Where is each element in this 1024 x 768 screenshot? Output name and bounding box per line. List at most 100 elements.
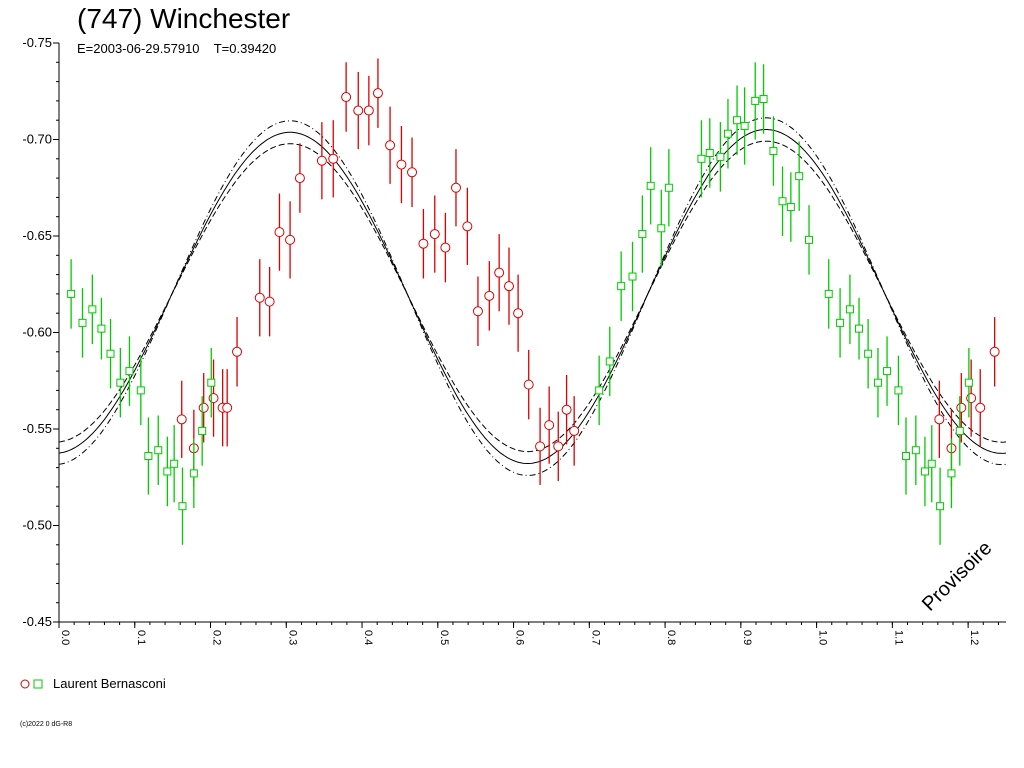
data-point bbox=[911, 446, 920, 455]
data-point bbox=[207, 378, 216, 387]
data-point bbox=[78, 318, 87, 327]
lower-envelope-curve bbox=[58, 140, 1007, 453]
x-tick-label: 0.9 bbox=[741, 630, 753, 645]
data-point bbox=[316, 155, 327, 166]
data-point bbox=[535, 441, 546, 452]
data-point bbox=[450, 182, 461, 193]
data-point bbox=[472, 306, 483, 317]
data-point bbox=[873, 378, 882, 387]
data-point bbox=[116, 378, 125, 387]
data-point bbox=[716, 152, 725, 161]
data-point bbox=[824, 289, 833, 298]
data-point bbox=[605, 357, 614, 366]
data-point bbox=[786, 203, 795, 212]
data-point bbox=[956, 402, 967, 413]
data-point bbox=[232, 346, 243, 357]
data-point bbox=[778, 197, 787, 206]
data-point bbox=[561, 404, 572, 415]
x-tick-label: 0.8 bbox=[665, 630, 677, 645]
data-point bbox=[553, 441, 564, 452]
data-point bbox=[664, 183, 673, 192]
data-point bbox=[934, 414, 945, 425]
legend-markers-icon bbox=[20, 679, 43, 688]
x-tick-label: 1.2 bbox=[968, 630, 980, 645]
legend-label: Laurent Bernasconi bbox=[53, 676, 166, 691]
data-point bbox=[440, 242, 451, 253]
data-point bbox=[144, 452, 153, 461]
data-point bbox=[638, 230, 647, 239]
data-point bbox=[569, 425, 580, 436]
data-point bbox=[936, 502, 945, 511]
x-tick-label: 0.4 bbox=[362, 630, 374, 645]
data-point bbox=[989, 346, 1000, 357]
chart-title: (747) Winchester bbox=[77, 3, 291, 34]
data-point bbox=[595, 386, 604, 395]
data-point bbox=[353, 105, 364, 116]
data-point bbox=[385, 140, 396, 151]
data-point bbox=[170, 459, 179, 468]
fit-curve bbox=[58, 129, 1007, 464]
y-tick-label: -0.45 bbox=[22, 614, 52, 629]
x-tick-label: 0.6 bbox=[514, 630, 526, 645]
data-point bbox=[274, 227, 285, 238]
upper-envelope-curve bbox=[58, 117, 1007, 476]
data-point bbox=[523, 379, 534, 390]
data-point bbox=[429, 229, 440, 240]
data-points bbox=[67, 58, 1000, 545]
data-point bbox=[294, 173, 305, 184]
data-point bbox=[845, 305, 854, 314]
data-point bbox=[163, 467, 172, 476]
y-tick-label: -0.65 bbox=[22, 228, 52, 243]
watermark-text: Provisoire bbox=[918, 537, 996, 615]
data-point bbox=[733, 116, 742, 125]
x-tick-label: 0.7 bbox=[589, 630, 601, 645]
data-point bbox=[97, 324, 106, 333]
data-point bbox=[864, 349, 873, 358]
data-point bbox=[363, 105, 374, 116]
x-tick-label: 0.1 bbox=[135, 630, 147, 645]
y-tick-label: -0.50 bbox=[22, 518, 52, 533]
legend: Laurent Bernasconi bbox=[20, 676, 166, 691]
data-point bbox=[136, 386, 145, 395]
data-point bbox=[769, 147, 778, 156]
x-tick-label: 1.1 bbox=[892, 630, 904, 645]
x-tick-label: 0.5 bbox=[438, 630, 450, 645]
data-point bbox=[617, 282, 626, 291]
data-point bbox=[646, 181, 655, 190]
chart-subtitle: E=2003-06-29.57910 T=0.39420 bbox=[77, 41, 277, 56]
data-point bbox=[484, 290, 495, 301]
data-point bbox=[697, 154, 706, 163]
y-tick-label: -0.70 bbox=[22, 132, 52, 147]
data-point bbox=[462, 221, 473, 232]
data-point bbox=[513, 308, 524, 319]
data-point bbox=[198, 402, 209, 413]
data-point bbox=[341, 92, 352, 103]
data-point bbox=[795, 172, 804, 181]
data-point bbox=[740, 121, 749, 130]
data-point bbox=[894, 386, 903, 395]
data-point bbox=[504, 281, 515, 292]
y-tick-label: -0.55 bbox=[22, 421, 52, 436]
y-tick-label: -0.75 bbox=[22, 35, 52, 50]
data-point bbox=[67, 289, 76, 298]
x-tick-label: 1.0 bbox=[817, 630, 829, 645]
data-point bbox=[178, 502, 187, 511]
data-point bbox=[657, 224, 666, 233]
data-point bbox=[418, 238, 429, 249]
data-point bbox=[254, 292, 265, 303]
fit-curves bbox=[58, 117, 1007, 476]
data-point bbox=[285, 234, 296, 245]
data-point bbox=[125, 367, 134, 376]
data-point bbox=[723, 129, 732, 138]
data-point bbox=[264, 296, 275, 307]
axes: -0.75 -0.70 -0.65 -0.60 -0.55 -0.50 -0.45 0.0 0.… bbox=[22, 35, 1006, 645]
data-point bbox=[901, 452, 910, 461]
x-tick-label: 0.0 bbox=[59, 630, 71, 645]
data-point bbox=[494, 267, 505, 278]
y-tick-label: -0.60 bbox=[22, 325, 52, 340]
data-point bbox=[222, 402, 233, 413]
data-point bbox=[836, 318, 845, 327]
x-tick-label: 0.2 bbox=[211, 630, 223, 645]
data-point bbox=[208, 393, 219, 404]
data-point bbox=[328, 153, 339, 164]
